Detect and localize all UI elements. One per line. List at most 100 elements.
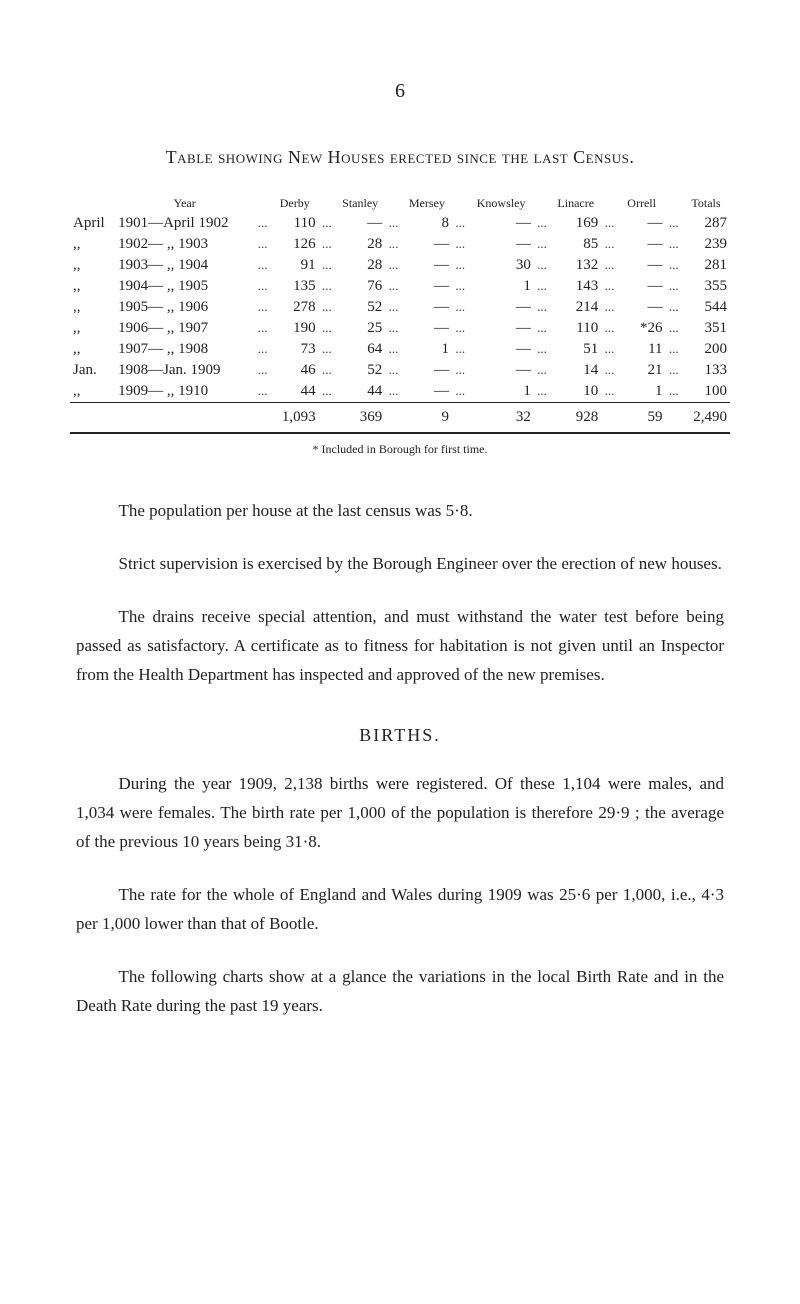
dots: ... xyxy=(452,318,468,339)
cell-year: 1908—Jan. 1909 xyxy=(115,360,254,381)
cell-derby: 135 xyxy=(271,276,319,297)
total-stanley: 369 xyxy=(335,403,385,434)
cell-orrell: 1 xyxy=(618,381,666,403)
dots: ... xyxy=(601,318,617,339)
col-totals: Totals xyxy=(682,194,730,213)
cell-derby: 126 xyxy=(271,234,319,255)
dots: ... xyxy=(666,318,682,339)
cell-orrell: — xyxy=(618,276,666,297)
cell-knowsley: 1 xyxy=(468,381,533,403)
cell-orrell: *26 xyxy=(618,318,666,339)
cell-stanley: 64 xyxy=(335,339,385,360)
cell-orrell: — xyxy=(618,255,666,276)
cell-stanley: 28 xyxy=(335,255,385,276)
table-bottom-rule xyxy=(70,433,730,434)
dots: ... xyxy=(601,297,617,318)
dots: ... xyxy=(534,297,550,318)
cell-orrell: — xyxy=(618,297,666,318)
dots: ... xyxy=(254,381,270,403)
dots: ... xyxy=(666,339,682,360)
dots: ... xyxy=(666,255,682,276)
cell-totals: 544 xyxy=(682,297,730,318)
dots: ... xyxy=(319,213,335,234)
cell-derby: 278 xyxy=(271,297,319,318)
dots: ... xyxy=(534,234,550,255)
col-year: Year xyxy=(115,194,254,213)
table-totals-row: 1,093369932928592,490 xyxy=(70,403,730,434)
dots: ... xyxy=(601,234,617,255)
cell-linacre: 132 xyxy=(550,255,601,276)
total-mersey: 9 xyxy=(402,403,452,434)
page: 6 Table showing New Houses erected since… xyxy=(0,0,800,1304)
dots: ... xyxy=(601,339,617,360)
table-row: April1901—April 1902...110...—...8...—..… xyxy=(70,213,730,234)
cell-orrell: — xyxy=(618,213,666,234)
cell-knowsley: — xyxy=(468,234,533,255)
cell-totals: 355 xyxy=(682,276,730,297)
total-orrell: 59 xyxy=(618,403,666,434)
cell-mersey: 8 xyxy=(402,213,452,234)
total-derby: 1,093 xyxy=(271,403,319,434)
dots: ... xyxy=(601,255,617,276)
table-row: ,,1904— ,, 1905...135...76...—...1...143… xyxy=(70,276,730,297)
cell-totals: 200 xyxy=(682,339,730,360)
dots: ... xyxy=(385,360,401,381)
dots: ... xyxy=(319,255,335,276)
dots: ... xyxy=(452,234,468,255)
dots: ... xyxy=(601,276,617,297)
cell-linacre: 10 xyxy=(550,381,601,403)
dots: ... xyxy=(666,360,682,381)
total-linacre: 928 xyxy=(550,403,601,434)
dots: ... xyxy=(534,213,550,234)
cell-month: Jan. xyxy=(70,360,115,381)
cell-totals: 287 xyxy=(682,213,730,234)
dots: ... xyxy=(534,360,550,381)
dots: ... xyxy=(534,381,550,403)
cell-month: ,, xyxy=(70,297,115,318)
census-table: Year Derby Stanley Mersey Knowsley Linac… xyxy=(70,194,730,434)
paragraph-population: The population per house at the last cen… xyxy=(76,497,724,526)
dots: ... xyxy=(452,276,468,297)
cell-knowsley: — xyxy=(468,360,533,381)
total-knowsley: 32 xyxy=(468,403,533,434)
dots: ... xyxy=(452,360,468,381)
cell-totals: 133 xyxy=(682,360,730,381)
dots: ... xyxy=(385,255,401,276)
col-orrell: Orrell xyxy=(618,194,666,213)
dots: ... xyxy=(385,318,401,339)
cell-mersey: — xyxy=(402,318,452,339)
cell-mersey: — xyxy=(402,276,452,297)
col-derby: Derby xyxy=(271,194,319,213)
dots: ... xyxy=(385,234,401,255)
table-title: Table showing New Houses erected since t… xyxy=(70,147,730,168)
cell-knowsley: — xyxy=(468,213,533,234)
cell-knowsley: 30 xyxy=(468,255,533,276)
cell-derby: 46 xyxy=(271,360,319,381)
dots: ... xyxy=(319,360,335,381)
cell-orrell: — xyxy=(618,234,666,255)
dots: ... xyxy=(452,213,468,234)
dots: ... xyxy=(319,234,335,255)
cell-stanley: 52 xyxy=(335,297,385,318)
table-row: ,,1905— ,, 1906...278...52...—...—...214… xyxy=(70,297,730,318)
cell-stanley: — xyxy=(335,213,385,234)
cell-mersey: — xyxy=(402,381,452,403)
dots: ... xyxy=(319,276,335,297)
dots: ... xyxy=(319,339,335,360)
table-row: ,,1907— ,, 1908...73...64...1...—...51..… xyxy=(70,339,730,360)
cell-orrell: 11 xyxy=(618,339,666,360)
dots: ... xyxy=(254,297,270,318)
dots: ... xyxy=(385,213,401,234)
cell-month: ,, xyxy=(70,339,115,360)
col-linacre: Linacre xyxy=(550,194,601,213)
cell-stanley: 44 xyxy=(335,381,385,403)
cell-mersey: — xyxy=(402,297,452,318)
cell-totals: 239 xyxy=(682,234,730,255)
dots: ... xyxy=(254,339,270,360)
cell-stanley: 52 xyxy=(335,360,385,381)
cell-linacre: 169 xyxy=(550,213,601,234)
cell-totals: 351 xyxy=(682,318,730,339)
dots: ... xyxy=(666,234,682,255)
cell-year: 1901—April 1902 xyxy=(115,213,254,234)
cell-derby: 190 xyxy=(271,318,319,339)
